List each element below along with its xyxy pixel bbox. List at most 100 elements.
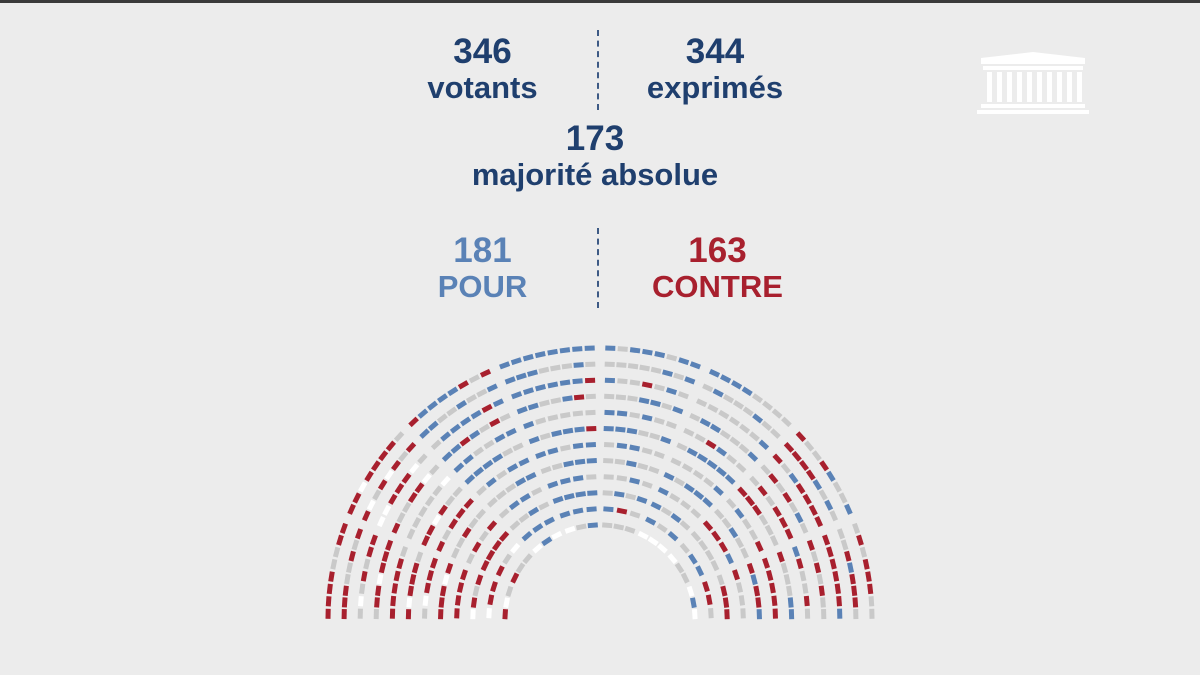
seat <box>732 569 740 581</box>
seat <box>398 450 409 462</box>
seat <box>346 562 353 574</box>
seat <box>452 486 463 498</box>
seat <box>505 427 517 437</box>
seat <box>325 596 332 607</box>
seat <box>475 508 486 520</box>
top-divider <box>597 30 599 110</box>
seat <box>811 450 822 462</box>
seat <box>393 431 405 442</box>
seat <box>761 420 773 431</box>
seat <box>757 485 768 497</box>
votants-stat: 346 votants <box>400 33 565 105</box>
seat <box>714 508 725 520</box>
seat <box>441 451 453 462</box>
seat <box>625 492 637 501</box>
seat <box>603 442 615 448</box>
seat <box>637 462 649 471</box>
seat <box>638 397 650 405</box>
seat <box>695 565 705 577</box>
seat <box>683 483 695 493</box>
seat <box>476 485 487 496</box>
seat <box>683 427 695 437</box>
seat <box>487 497 498 508</box>
seat <box>519 493 531 503</box>
seat <box>605 345 616 351</box>
seat <box>498 508 510 519</box>
seat <box>653 417 665 425</box>
seat <box>775 482 786 494</box>
votants-label: votants <box>427 69 538 105</box>
seat <box>665 387 678 395</box>
seat <box>691 609 698 620</box>
seat <box>563 492 575 501</box>
seat <box>377 479 388 491</box>
seat <box>421 535 431 547</box>
seat <box>867 583 874 595</box>
seat <box>703 477 715 488</box>
seat <box>707 403 719 413</box>
seat <box>722 394 735 404</box>
seat <box>584 345 595 351</box>
seat <box>667 553 678 565</box>
seat <box>394 483 405 495</box>
seat <box>445 562 454 574</box>
seat <box>515 562 526 574</box>
seat <box>660 506 672 517</box>
seat <box>699 418 711 428</box>
result-divider <box>597 228 599 308</box>
seat <box>762 400 773 411</box>
majorite-stat: 173 majorité absolue <box>440 120 750 192</box>
seat <box>728 416 740 427</box>
seat <box>673 372 685 381</box>
seat <box>713 485 724 496</box>
seat <box>648 465 660 475</box>
seat <box>829 558 837 570</box>
seat <box>487 594 495 606</box>
seat <box>385 440 397 452</box>
seat <box>772 608 778 619</box>
seat <box>689 361 701 370</box>
seat <box>414 482 425 494</box>
seat <box>564 525 576 534</box>
seat <box>726 454 738 465</box>
seat <box>531 486 543 496</box>
seat <box>427 420 439 431</box>
seat <box>572 507 584 515</box>
seat <box>489 418 501 428</box>
seat <box>654 351 666 359</box>
seat <box>369 534 378 546</box>
seat <box>852 522 861 534</box>
top-border <box>0 0 1200 3</box>
seat <box>532 523 544 533</box>
seat <box>396 558 404 570</box>
seat <box>702 520 714 532</box>
seat <box>518 513 530 523</box>
seat <box>820 597 826 608</box>
seat <box>788 472 799 484</box>
seat <box>470 409 482 420</box>
seat <box>690 530 702 542</box>
seat <box>504 376 516 385</box>
seat <box>326 583 333 595</box>
seat <box>725 553 734 565</box>
majorite-label: majorité absolue <box>471 156 719 192</box>
seat <box>551 462 563 471</box>
seat <box>357 608 363 619</box>
seat <box>802 493 812 505</box>
seat <box>347 503 356 515</box>
seat <box>681 463 693 473</box>
seat <box>629 379 641 386</box>
seat <box>603 474 614 480</box>
seat <box>373 609 379 620</box>
seat <box>559 412 571 419</box>
seat <box>663 471 675 481</box>
seat <box>376 516 386 528</box>
seat <box>449 423 461 434</box>
seat <box>332 546 341 558</box>
seat <box>472 541 482 553</box>
seat <box>405 609 412 620</box>
seat <box>747 451 759 462</box>
seat <box>751 393 764 404</box>
seat <box>639 364 650 372</box>
seat <box>746 562 755 574</box>
